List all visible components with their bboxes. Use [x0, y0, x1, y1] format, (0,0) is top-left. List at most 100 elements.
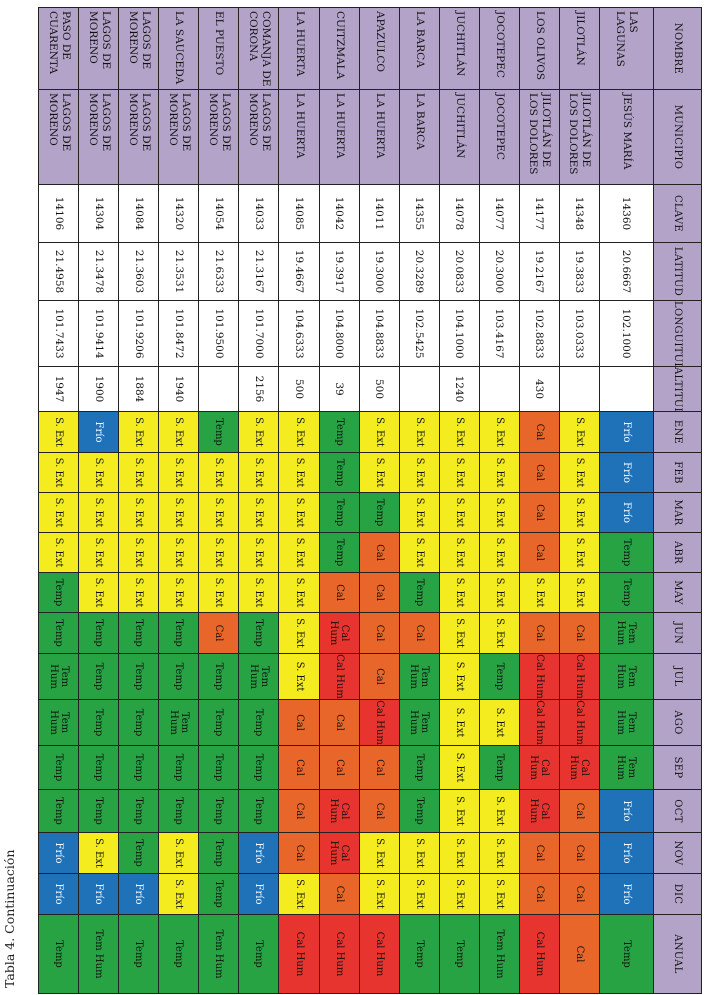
climate-cell-nov: Cal	[559, 832, 600, 874]
climate-cell-dic: Cal	[319, 873, 360, 915]
municipio: JILOTLÁN DE LOS DOLORES	[519, 89, 560, 185]
climate-cell-oct: Temp	[158, 789, 199, 833]
climate-cell-mar: S. Ext	[479, 492, 520, 533]
climate-cell-anual: Cal Hum	[278, 914, 320, 994]
table-row: LA SAUCEDA LAGOS DE MORENO 14320 21.3531 101…	[158, 7, 199, 994]
altitud: 1940	[158, 366, 199, 412]
table-row: EL PUESTO LAGOS DE MORENO 14054 21.6333 101.…	[198, 7, 239, 994]
climate-cell-dic: S. Ext	[158, 873, 199, 915]
station-name: PASO DE CUARENTA	[38, 7, 79, 90]
climate-cell-dic: Frío	[38, 873, 79, 915]
climate-cell-abr: S. Ext	[158, 532, 199, 573]
climate-cell-mar: Temp	[359, 492, 400, 533]
header-sep: SEP	[653, 745, 702, 790]
climate-cell-jun: Temp	[238, 612, 279, 654]
climate-cell-abr: S. Ext	[238, 532, 279, 573]
longitud: 103.4167	[479, 300, 520, 367]
climate-cell-mar: S. Ext	[78, 492, 119, 533]
altitud: 430	[519, 366, 560, 412]
climate-cell-oct: Cal	[359, 789, 400, 833]
climate-cell-may: S. Ext	[479, 572, 520, 613]
clave: 14054	[198, 184, 239, 243]
header-may: MAY	[653, 572, 702, 613]
table-row: APAZULCO LA HUERTA 14011 19.3000 104.8833 500…	[359, 7, 400, 994]
clave: 14355	[399, 184, 440, 243]
municipio: LAGOS DE MORENO	[158, 89, 199, 185]
latitud: 19.3917	[319, 242, 360, 301]
climate-cell-may: S. Ext	[118, 572, 159, 613]
climate-cell-ago: Tem Hum	[158, 699, 199, 746]
clave: 14304	[78, 184, 119, 243]
climate-cell-mar: Frío	[599, 492, 654, 533]
climate-cell-feb: S. Ext	[78, 452, 119, 493]
station-name: LAS LAGUNAS	[599, 7, 654, 90]
climate-cell-jun: S. Ext	[479, 612, 520, 654]
climate-cell-jul: Temp	[198, 653, 239, 700]
climate-cell-mar: S. Ext	[399, 492, 440, 533]
climate-cell-may: Temp	[599, 572, 654, 613]
altitud	[559, 366, 600, 412]
climate-cell-jul: Tem Hum	[599, 653, 654, 700]
municipio: JOCOTEPEC	[479, 89, 520, 185]
climate-cell-oct: Temp	[399, 789, 440, 833]
clave: 14085	[278, 184, 320, 243]
climate-cell-sep: Temp	[238, 745, 279, 790]
climate-cell-feb: S. Ext	[158, 452, 199, 493]
longitud: 104.8833	[359, 300, 400, 367]
altitud: 1240	[439, 366, 480, 412]
header-dic: DIC	[653, 873, 702, 915]
header-jun: JUN	[653, 612, 702, 654]
table-row: LAS LAGUNAS JESÚS MARÍA 14360 20.6667 102.10…	[599, 7, 654, 994]
climate-cell-abr: Cal	[519, 532, 560, 573]
altitud	[198, 366, 239, 412]
climate-cell-abr: S. Ext	[118, 532, 159, 573]
clave: 14177	[519, 184, 560, 243]
climate-cell-anual: Temp	[238, 914, 279, 994]
climate-cell-sep: Temp	[158, 745, 199, 790]
municipio: LAGOS DE MORENO	[118, 89, 159, 185]
header-altitud: ALTITUD	[653, 366, 702, 412]
climate-cell-sep: Cal Hum	[559, 745, 600, 790]
climate-cell-ago: Cal	[278, 699, 320, 746]
climate-cell-sep: Temp	[198, 745, 239, 790]
municipio: LA BARCA	[399, 89, 440, 185]
climate-cell-abr: S. Ext	[399, 532, 440, 573]
climate-cell-abr: S. Ext	[559, 532, 600, 573]
station-name: LA HUERTA	[278, 7, 320, 90]
climate-cell-jun: Temp	[118, 612, 159, 654]
climate-cell-jul: S. Ext	[439, 653, 480, 700]
header-jul: JUL	[653, 653, 702, 700]
climate-cell-mar: S. Ext	[559, 492, 600, 533]
climate-cell-mar: S. Ext	[278, 492, 320, 533]
climate-cell-nov: S. Ext	[399, 832, 440, 874]
climate-cell-ago: Temp	[198, 699, 239, 746]
climate-cell-ago: Temp	[78, 699, 119, 746]
climate-cell-jun: Cal Hum	[319, 612, 360, 654]
climate-cell-ago: Cal	[319, 699, 360, 746]
latitud: 19.3833	[559, 242, 600, 301]
climate-cell-may: Cal	[359, 572, 400, 613]
table-row: LOS OLIVOS JILOTLÁN DE LOS DOLORES 14177 19…	[519, 7, 560, 994]
climate-cell-abr: Temp	[599, 532, 654, 573]
climate-cell-oct: Temp	[38, 789, 79, 833]
climate-cell-oct: Temp	[78, 789, 119, 833]
climate-cell-nov: S. Ext	[158, 832, 199, 874]
header-nov: NOV	[653, 832, 702, 874]
climate-cell-mar: S. Ext	[238, 492, 279, 533]
header-clave: CLAVE	[653, 184, 702, 243]
climate-cell-sep: Cal	[319, 745, 360, 790]
station-name: CUITZMALA	[319, 7, 360, 90]
header-feb: FEB	[653, 452, 702, 493]
station-name: APAZULCO	[359, 7, 400, 90]
climate-cell-jul: S. Ext	[278, 653, 320, 700]
climate-cell-feb: S. Ext	[198, 452, 239, 493]
municipio: JILOTLÁN DE LOS DOLORES	[559, 89, 600, 185]
climate-cell-ene: S. Ext	[238, 411, 279, 453]
climate-cell-jul: Tem Hum	[38, 653, 79, 700]
climate-cell-nov: Frío	[38, 832, 79, 874]
climate-cell-oct: Temp	[118, 789, 159, 833]
climate-cell-nov: Temp	[118, 832, 159, 874]
climate-cell-oct: Temp	[198, 789, 239, 833]
clave: 14348	[559, 184, 600, 243]
climate-cell-sep: Cal	[359, 745, 400, 790]
